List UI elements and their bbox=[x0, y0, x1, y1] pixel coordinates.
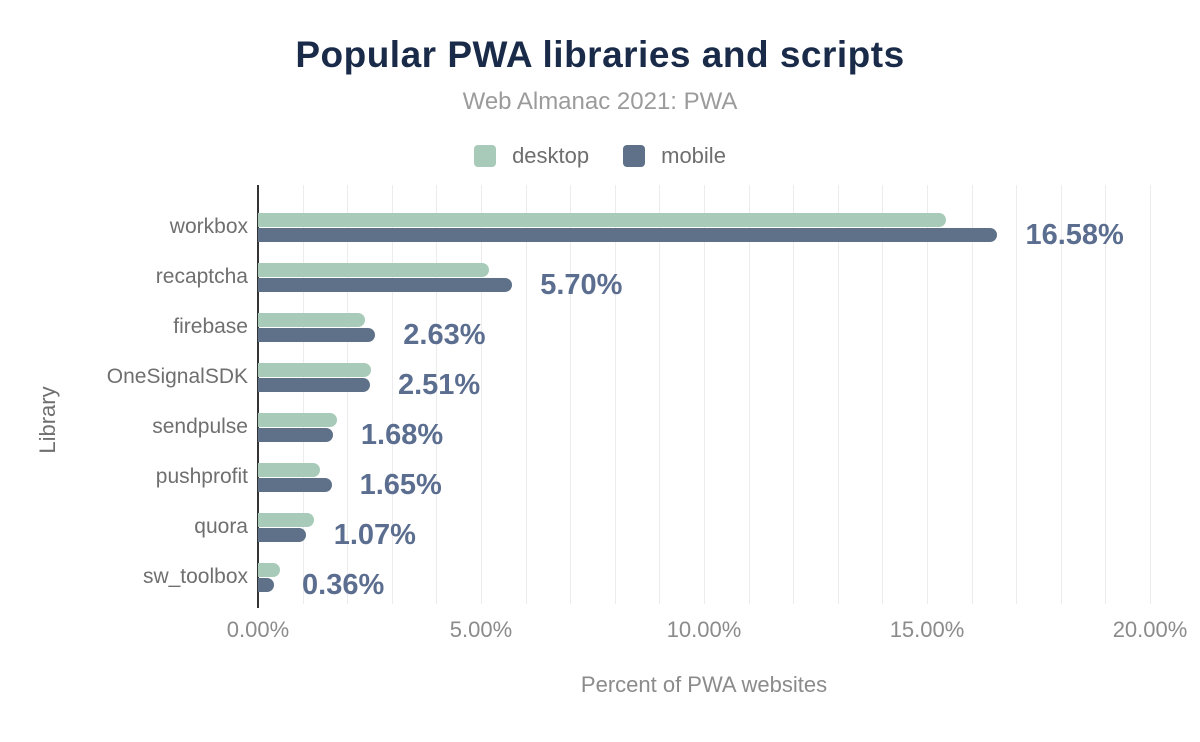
gridline bbox=[1105, 185, 1107, 604]
bar-mobile-firebase bbox=[258, 327, 376, 342]
gridline bbox=[391, 185, 393, 604]
gridline bbox=[659, 185, 661, 604]
legend: desktop mobile bbox=[0, 143, 1200, 169]
category-label-quora: quora bbox=[194, 515, 248, 538]
bar-mobile-pushprofit bbox=[258, 477, 332, 492]
bar-desktop-firebase bbox=[258, 312, 366, 327]
x-tick-label: 15.00% bbox=[889, 617, 965, 642]
y-axis-line bbox=[257, 185, 259, 608]
value-label-sw_toolbox: 0.36% bbox=[302, 568, 385, 601]
x-tick-label: 20.00% bbox=[1112, 617, 1188, 642]
bar-desktop-pushprofit bbox=[258, 462, 320, 477]
category-label-recaptcha: recaptcha bbox=[155, 265, 248, 288]
chart-title: Popular PWA libraries and scripts bbox=[295, 34, 905, 75]
bar-desktop-workbox bbox=[258, 212, 947, 227]
x-tick-label: 5.00% bbox=[449, 617, 513, 642]
legend-swatch-desktop bbox=[474, 145, 497, 167]
legend-label-mobile: mobile bbox=[661, 143, 726, 168]
value-label-quora: 1.07% bbox=[333, 518, 416, 551]
gridline bbox=[927, 185, 928, 604]
bar-desktop-quora bbox=[258, 512, 315, 527]
y-axis-title: Library bbox=[35, 386, 60, 454]
value-label-sendpulse: 1.68% bbox=[360, 418, 444, 451]
x-tick-label: 0.00% bbox=[226, 617, 290, 642]
value-label-firebase: 2.63% bbox=[403, 318, 486, 351]
gridline bbox=[436, 185, 438, 604]
category-label-sw_toolbox: sw_toolbox bbox=[142, 565, 248, 588]
bar-desktop-recaptcha bbox=[258, 262, 490, 277]
value-label-workbox: 16.58% bbox=[1025, 218, 1124, 251]
gridline bbox=[347, 185, 349, 604]
legend-item-desktop: desktop bbox=[474, 143, 589, 169]
category-label-workbox: workbox bbox=[169, 215, 248, 238]
bar-desktop-sw_toolbox bbox=[258, 562, 280, 577]
gridline bbox=[971, 185, 973, 604]
legend-item-mobile: mobile bbox=[623, 143, 726, 169]
category-label-pushprofit: pushprofit bbox=[155, 465, 248, 488]
bar-mobile-sw_toolbox bbox=[258, 577, 275, 592]
bar-mobile-workbox bbox=[258, 227, 998, 242]
gridline bbox=[882, 185, 884, 604]
gridline bbox=[1060, 185, 1062, 604]
x-tick-label: 10.00% bbox=[666, 617, 742, 642]
bar-mobile-quora bbox=[258, 527, 306, 542]
bar-mobile-recaptcha bbox=[258, 277, 513, 292]
bar-mobile-sendpulse bbox=[258, 427, 333, 442]
value-label-recaptcha: 5.70% bbox=[540, 268, 623, 301]
bar-mobile-OneSignalSDK bbox=[258, 377, 370, 392]
bar-desktop-OneSignalSDK bbox=[258, 362, 372, 377]
category-label-sendpulse: sendpulse bbox=[152, 415, 248, 438]
gridline bbox=[525, 185, 527, 604]
gridline bbox=[837, 185, 839, 604]
gridline bbox=[481, 185, 482, 604]
value-label-OneSignalSDK: 2.51% bbox=[397, 368, 481, 401]
category-label-firebase: firebase bbox=[173, 315, 248, 338]
gridline bbox=[614, 185, 616, 604]
category-label-OneSignalSDK: OneSignalSDK bbox=[106, 365, 248, 388]
gridline bbox=[302, 185, 304, 604]
gridline bbox=[704, 185, 705, 604]
chart-subtitle: Web Almanac 2021: PWA bbox=[462, 88, 738, 115]
value-label-pushprofit: 1.65% bbox=[359, 468, 442, 501]
gridline bbox=[1150, 185, 1151, 604]
gridline bbox=[748, 185, 750, 604]
bar-desktop-sendpulse bbox=[258, 412, 337, 427]
gridline bbox=[793, 185, 795, 604]
x-axis-title: Percent of PWA websites bbox=[580, 672, 828, 697]
legend-swatch-mobile bbox=[623, 145, 646, 167]
gridline bbox=[570, 185, 572, 604]
legend-label-desktop: desktop bbox=[512, 143, 590, 168]
plot-area: workbox 16.58% recaptcha 5.70% firebase 2.63%… bbox=[107, 185, 1187, 642]
gridline bbox=[1016, 185, 1018, 604]
